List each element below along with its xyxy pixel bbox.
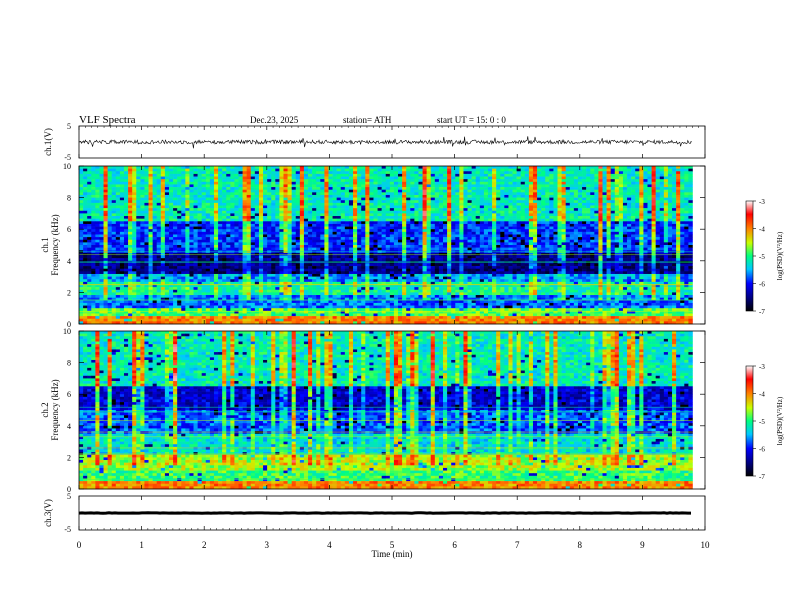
ch3-ytick-top: 5 [67,492,71,501]
ch1-colorbar-tick-4: -7 [759,308,765,316]
time-axis-tick-5: 5 [390,540,395,550]
time-axis-tick-6: 6 [452,540,457,550]
time-axis-tick-0: 0 [77,540,82,550]
ch2-spectrogram-ytick-0: 0 [67,485,71,494]
ch1-ytick-top: 5 [67,122,71,131]
time-axis-tick-10: 10 [701,540,711,550]
ch2-frequency-label: Frequency (kHz) [50,379,60,440]
ch2-colorbar-tick-1: -4 [759,391,765,399]
figure-start-time: start UT = 15: 0 : 0 [437,115,506,125]
time-axis-tick-3: 3 [265,540,270,550]
ch1-waveform-panel: 5 -5 ch.1(V) [43,122,706,162]
ch1-spectrogram-ytick-5: 10 [63,162,71,171]
ch1-colorbar-tick-3: -6 [759,281,765,289]
ch1-waveform-line [78,136,692,149]
ch2-colorbar [745,365,754,477]
ch1-frequency-label: Frequency (kHz) [50,214,60,275]
ch2-spectrogram-ylabel: ch.2 [40,402,50,417]
figure-station: station= ATH [343,115,392,125]
ch2-colorbar-tick-2: -5 [759,418,765,426]
ch2-colorbar-tick-4: -7 [759,473,765,481]
time-axis-tick-7: 7 [515,540,520,550]
ch2-spectrogram-ytick-5: 10 [63,327,71,336]
figure-title: VLF Spectra [79,114,136,126]
ch1-colorbar-tick-2: -5 [759,253,765,261]
ch2-colorbar-label: log(PSD)(V²/Hz) [776,396,784,445]
time-axis-tick-4: 4 [327,540,332,550]
ch1-colorbar-tick-1: -4 [759,226,765,234]
time-axis-tick-2: 2 [202,540,207,550]
ch1-colorbar [745,200,754,312]
ch2-colorbar-tick-0: -3 [759,363,765,371]
ch3-ylabel: ch.3(V) [43,499,53,527]
ch1-spectrogram-ytick-0: 0 [67,320,71,329]
ch1-spectrogram-ytick-4: 8 [67,194,71,203]
ch1-ylabel: ch.1(V) [43,128,53,156]
ch1-spectrogram-ytick-3: 6 [67,225,71,234]
ch3-waveform-panel: 5 -5 ch.3(V) 0 1 2 3 4 5 6 7 8 9 10 Time (min) [43,126,710,559]
ch2-colorbar-tick-3: -6 [759,446,765,454]
ch1-spectrogram-ylabel: ch.1 [40,237,50,252]
ch1-spectrogram-ytick-1: 2 [67,288,71,297]
ch1-spectrogram-ytick-2: 4 [67,257,71,266]
ch1-ytick-bottom: -5 [64,153,71,162]
ch2-spectrogram-ytick-2: 4 [67,422,71,431]
ch1-colorbar-label: log(PSD)(V²/Hz) [776,231,784,280]
figure-date: Dec.23, 2025 [250,115,299,125]
time-axis-tick-1: 1 [139,540,144,550]
ch3-ytick-bottom: -5 [64,525,71,534]
ch1-colorbar-tick-0: -3 [759,198,765,206]
time-axis-tick-9: 9 [640,540,645,550]
time-axis-label: Time (min) [372,549,413,559]
ch2-spectrogram-image [79,331,705,490]
time-axis-tick-8: 8 [578,540,583,550]
ch2-spectrogram-ytick-4: 8 [67,359,71,368]
ch2-spectrogram-ytick-3: 6 [67,390,71,399]
ch2-spectrogram-ytick-1: 2 [67,453,71,462]
ch1-spectrogram-image [79,166,705,325]
